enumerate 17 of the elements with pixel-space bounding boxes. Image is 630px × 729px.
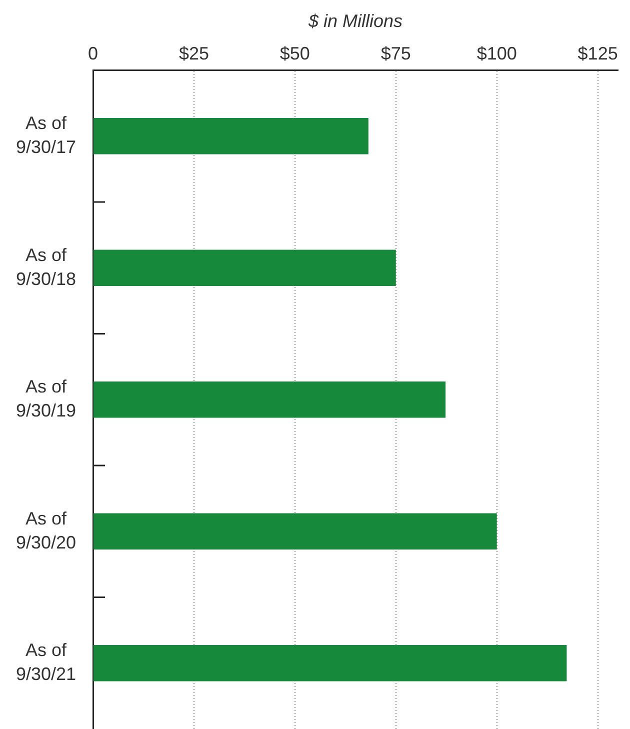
- x-tick-label: $75: [380, 43, 411, 64]
- y-tick-label: As of 9/30/18: [16, 244, 76, 289]
- bar: [94, 513, 497, 550]
- bar: [94, 381, 446, 418]
- y-tick-label: As of 9/30/17: [16, 113, 76, 158]
- x-tick-label: $100: [476, 43, 517, 64]
- y-tick-label: As of 9/30/20: [16, 508, 76, 552]
- bar: [94, 645, 567, 682]
- x-tick-label: $50: [280, 43, 310, 64]
- bar: [94, 118, 368, 154]
- x-tick-label: 0: [88, 43, 98, 64]
- y-tick-label: As of 9/30/19: [16, 376, 76, 421]
- y-tick-label: As of 9/30/21: [16, 640, 76, 684]
- bar: [94, 250, 396, 286]
- x-tick-label: $25: [178, 43, 209, 64]
- x-tick-label: $125: [578, 43, 618, 64]
- x-axis-title: $ in Millions: [307, 10, 403, 31]
